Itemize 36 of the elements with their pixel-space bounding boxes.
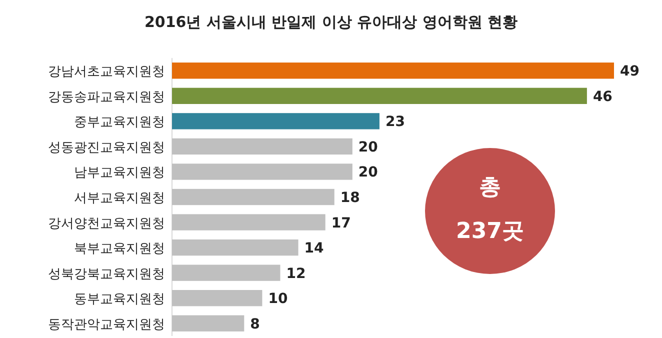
y-tick-label: 성북강북교육지원청 <box>48 266 165 282</box>
bar <box>172 188 334 206</box>
bar <box>172 113 380 130</box>
bar <box>172 315 244 332</box>
data-label: 12 <box>286 266 306 282</box>
y-tick-label: 강서양천교육지원청 <box>48 216 165 232</box>
y-tick-label: 동작관악교육지원청 <box>48 317 165 332</box>
y-tick-label: 중부교육지원청 <box>74 115 165 130</box>
bar <box>172 62 614 79</box>
data-label: 20 <box>358 139 378 156</box>
bar <box>172 164 352 180</box>
y-tick-label: 강동송파교육지원청 <box>48 90 165 105</box>
data-label: 20 <box>358 164 378 181</box>
y-tick-label: 강남서초교육지원청 <box>48 64 165 80</box>
y-tick-label: 성동광진교육지원청 <box>48 140 165 156</box>
bar <box>172 138 352 155</box>
chart-title: 2016년 서울시내 반일제 이상 유아대상 영어학원 현황 <box>144 13 518 31</box>
data-label: 17 <box>331 215 351 232</box>
bar <box>172 290 262 306</box>
data-label: 14 <box>304 240 324 257</box>
y-tick-label: 동부교육지원청 <box>74 292 165 308</box>
bar <box>172 214 326 230</box>
data-label: 18 <box>340 190 360 206</box>
data-label: 8 <box>250 316 260 332</box>
bar <box>172 88 587 104</box>
y-tick-label: 서부교육지원청 <box>74 191 165 206</box>
bar <box>172 239 298 256</box>
data-label: 49 <box>620 64 640 80</box>
bar <box>172 264 280 281</box>
data-label: 23 <box>385 114 405 130</box>
y-tick-label: 북부교육지원청 <box>74 242 165 257</box>
annotation: 총 <box>479 175 501 200</box>
annotation: 237곳 <box>456 219 524 244</box>
data-label: 46 <box>592 88 612 105</box>
data-label: 10 <box>268 291 288 308</box>
y-tick-label: 남부교육지원청 <box>74 166 165 181</box>
